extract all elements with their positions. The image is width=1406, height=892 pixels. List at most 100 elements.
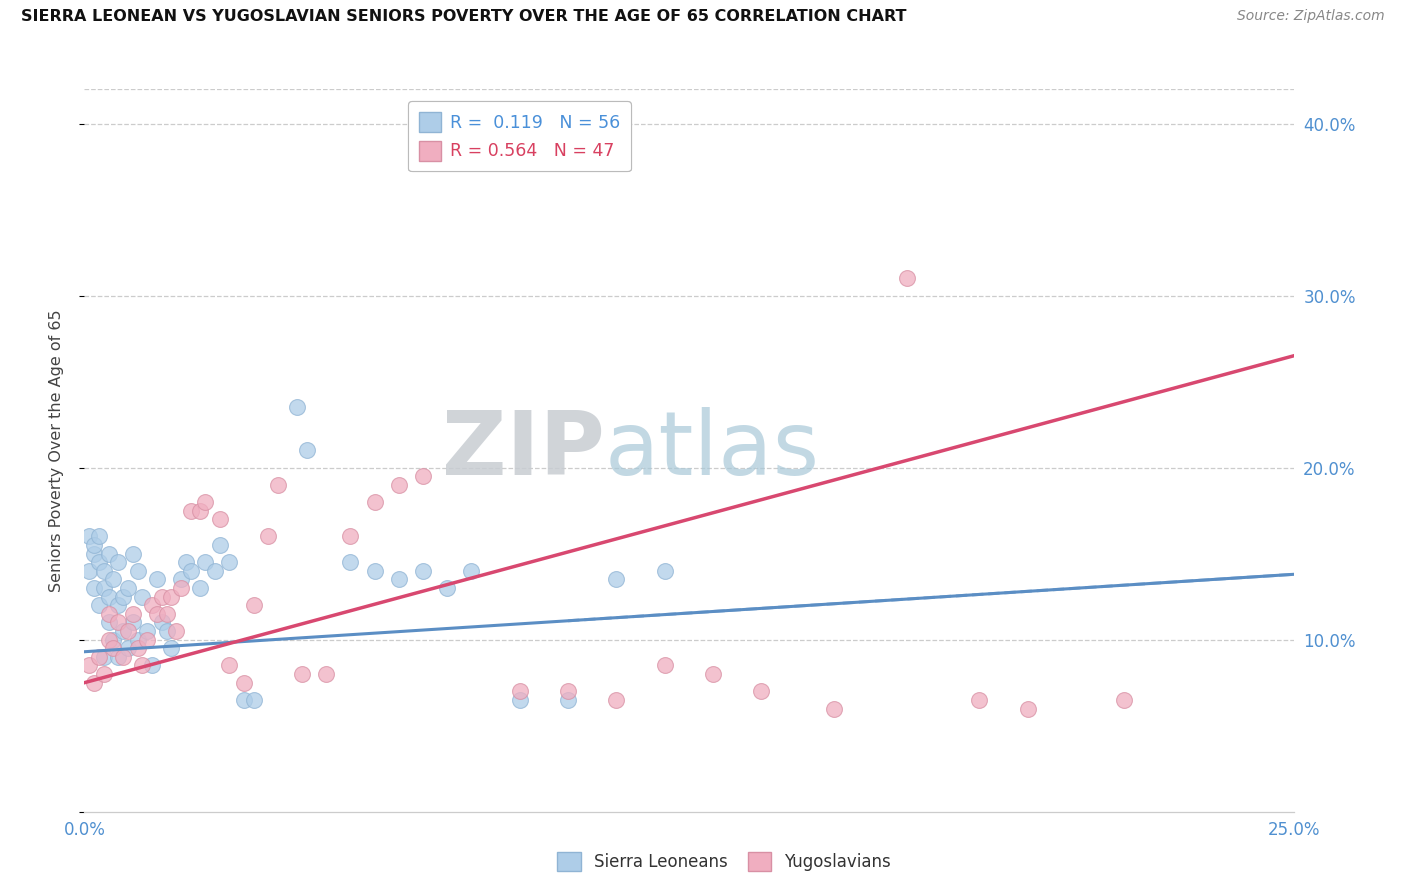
Point <box>83 675 105 690</box>
Point <box>242 693 264 707</box>
Point <box>174 555 197 569</box>
Point <box>121 607 143 621</box>
Point <box>77 564 100 578</box>
Point <box>97 607 120 621</box>
Point <box>103 632 125 647</box>
Text: SIERRA LEONEAN VS YUGOSLAVIAN SENIORS POVERTY OVER THE AGE OF 65 CORRELATION CHA: SIERRA LEONEAN VS YUGOSLAVIAN SENIORS PO… <box>21 9 907 24</box>
Point <box>87 649 110 664</box>
Point <box>1114 693 1136 707</box>
Point <box>190 503 212 517</box>
Point <box>557 684 579 698</box>
Point <box>150 590 173 604</box>
Point <box>605 573 627 587</box>
Point <box>103 641 125 656</box>
Point <box>83 547 105 561</box>
Point <box>87 555 110 569</box>
Point <box>339 555 361 569</box>
Legend: R =  0.119   N = 56, R = 0.564   N = 47: R = 0.119 N = 56, R = 0.564 N = 47 <box>409 102 631 171</box>
Point <box>107 555 129 569</box>
Point <box>509 693 531 707</box>
Point <box>121 615 143 630</box>
Point <box>363 564 385 578</box>
Point <box>160 590 183 604</box>
Point <box>170 581 193 595</box>
Point <box>141 658 163 673</box>
Point <box>93 649 115 664</box>
Point <box>87 599 110 613</box>
Point <box>194 495 217 509</box>
Point <box>557 693 579 707</box>
Point <box>117 624 139 639</box>
Point <box>127 632 149 647</box>
Point <box>87 529 110 543</box>
Point <box>257 529 280 543</box>
Point <box>117 641 139 656</box>
Point <box>315 667 337 681</box>
Point <box>339 529 361 543</box>
Point <box>93 564 115 578</box>
Point <box>150 615 173 630</box>
Point <box>83 581 105 595</box>
Point <box>112 649 135 664</box>
Point <box>83 538 105 552</box>
Point <box>180 503 202 517</box>
Point <box>605 693 627 707</box>
Point <box>121 547 143 561</box>
Point <box>242 599 264 613</box>
Point <box>103 573 125 587</box>
Point <box>97 547 120 561</box>
Point <box>77 658 100 673</box>
Point <box>117 581 139 595</box>
Point <box>233 675 256 690</box>
Point <box>436 581 458 595</box>
Point <box>112 624 135 639</box>
Point <box>136 632 159 647</box>
Point <box>654 658 676 673</box>
Point <box>131 658 153 673</box>
Point <box>218 555 240 569</box>
Point <box>233 693 256 707</box>
Point <box>388 478 411 492</box>
Point <box>155 624 177 639</box>
Point <box>165 624 187 639</box>
Point <box>967 693 990 707</box>
Text: atlas: atlas <box>605 407 820 494</box>
Point <box>363 495 385 509</box>
Point <box>107 599 129 613</box>
Point <box>267 478 290 492</box>
Point <box>170 573 193 587</box>
Point <box>654 564 676 578</box>
Point <box>141 599 163 613</box>
Point <box>112 590 135 604</box>
Point <box>127 641 149 656</box>
Text: Source: ZipAtlas.com: Source: ZipAtlas.com <box>1237 9 1385 23</box>
Point <box>204 564 226 578</box>
Point <box>160 641 183 656</box>
Point <box>93 581 115 595</box>
Point <box>208 538 231 552</box>
Point <box>97 590 120 604</box>
Point <box>136 624 159 639</box>
Point <box>751 684 773 698</box>
Point <box>107 615 129 630</box>
Point <box>208 512 231 526</box>
Point <box>131 590 153 604</box>
Point <box>823 701 845 715</box>
Point <box>107 649 129 664</box>
Point <box>460 564 482 578</box>
Point <box>190 581 212 595</box>
Point <box>127 564 149 578</box>
Text: ZIP: ZIP <box>441 407 605 494</box>
Point <box>146 607 169 621</box>
Point <box>1017 701 1039 715</box>
Point <box>509 684 531 698</box>
Point <box>194 555 217 569</box>
Point <box>291 667 314 681</box>
Point <box>896 271 918 285</box>
Y-axis label: Seniors Poverty Over the Age of 65: Seniors Poverty Over the Age of 65 <box>49 310 63 591</box>
Point <box>180 564 202 578</box>
Point <box>146 573 169 587</box>
Point <box>218 658 240 673</box>
Point <box>97 632 120 647</box>
Point <box>412 469 434 483</box>
